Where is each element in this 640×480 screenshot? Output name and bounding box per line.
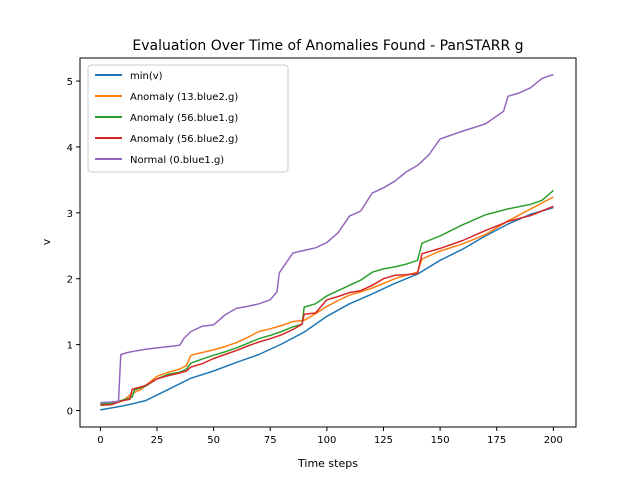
legend-label-5: Normal (0.blue1.g) (130, 155, 224, 166)
x-tick-label: 200 (544, 435, 563, 446)
x-tick-label: 50 (207, 435, 220, 446)
series-line-2 (100, 196, 554, 406)
series-line-5 (100, 73, 554, 404)
series-line-4 (100, 205, 554, 407)
y-axis-label: v (40, 238, 53, 245)
y-tick-label: 2 (67, 275, 73, 286)
chart-title: Evaluation Over Time of Anomalies Found … (132, 38, 523, 54)
y-tick-label: 1 (67, 341, 73, 352)
x-tick-label: 75 (264, 435, 277, 446)
series-line-1 (100, 206, 554, 411)
y-axis: 0 1 2 3 4 5 (67, 77, 80, 418)
y-tick-label: 5 (67, 77, 73, 88)
plot-frame (79, 57, 577, 428)
x-tick-label: 0 (97, 435, 103, 446)
y-tick-label: 3 (67, 209, 73, 220)
legend-label-1: min(v) (130, 71, 163, 82)
legend: min(v) Anomaly (13.blue2.g) Anomaly (56.bl… (87, 64, 289, 173)
x-axis-label: Time steps (297, 457, 358, 470)
x-tick-label: 175 (487, 435, 506, 446)
x-tick-label: 150 (431, 435, 450, 446)
legend-label-3: Anomaly (56.blue1.g) (130, 113, 238, 124)
x-tick-label: 25 (151, 435, 164, 446)
legend-label-2: Anomaly (13.blue2.g) (130, 92, 238, 103)
y-tick-label: 4 (67, 143, 73, 154)
x-tick-label: 100 (317, 435, 336, 446)
legend-label-4: Anomaly (56.blue2.g) (130, 134, 238, 145)
plot-lines (100, 73, 554, 411)
x-axis: 0 25 50 75 100 125 150 175 200 (97, 427, 563, 446)
legend-box (87, 64, 289, 173)
y-tick-label: 0 (67, 407, 73, 418)
x-tick-label: 125 (374, 435, 393, 446)
